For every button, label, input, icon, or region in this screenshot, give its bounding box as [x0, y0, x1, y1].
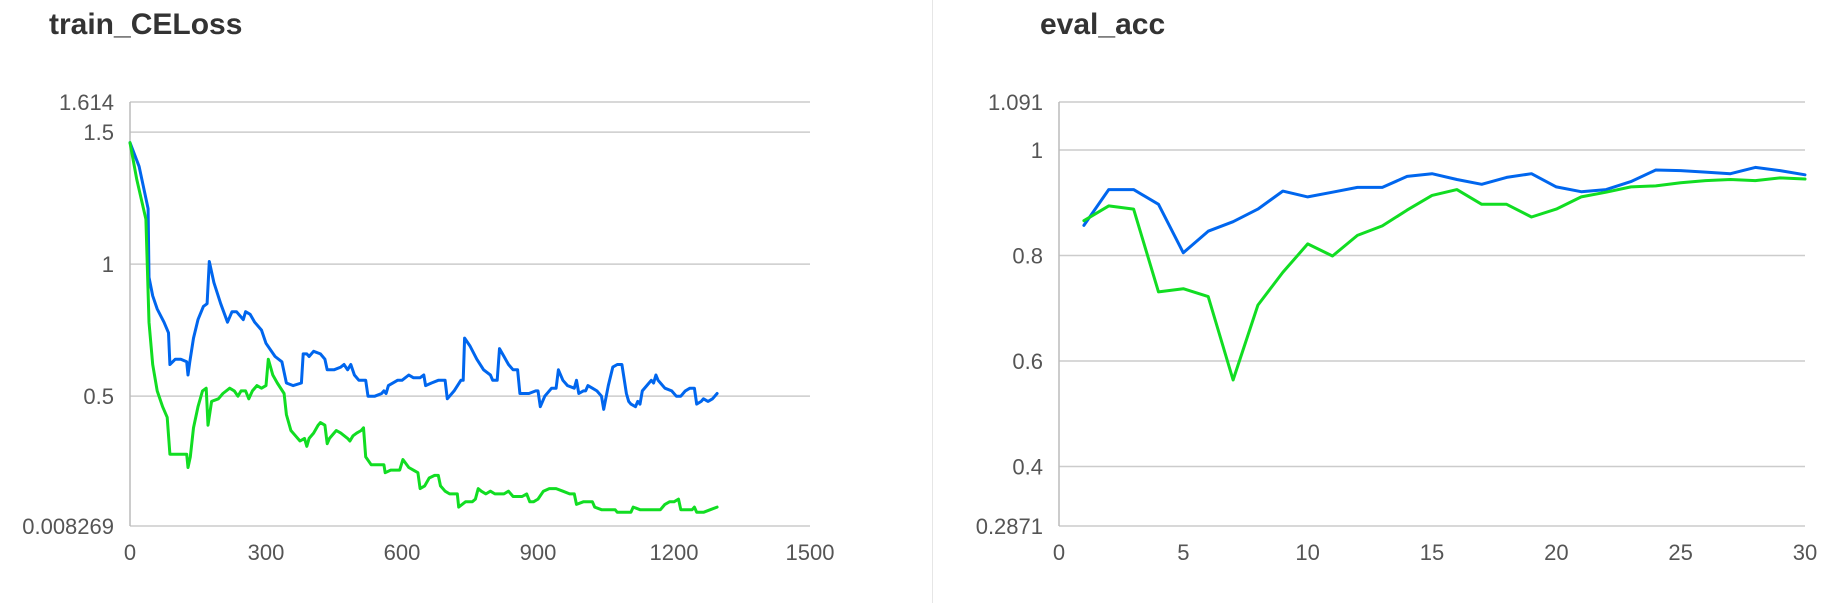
y-tick-label: 1.5	[83, 120, 114, 145]
x-tick-label: 20	[1544, 540, 1568, 565]
x-tick-label: 0	[124, 540, 136, 565]
y-tick-label: 0.8	[1012, 243, 1043, 268]
y-tick-label: 0.5	[83, 384, 114, 409]
eval-acc-panel: eval_acc 0.2871 0.4 0.6 0.8 1 1.091 0 5 10 15 20 25…	[933, 0, 1832, 603]
y-tick-label: 1.614	[59, 90, 114, 115]
x-tick-label: 600	[384, 540, 421, 565]
panel-divider	[932, 0, 933, 603]
y-tick-label: 0.008269	[22, 514, 114, 539]
y-tick-label: 0.6	[1012, 349, 1043, 374]
x-tick-label: 900	[520, 540, 557, 565]
eval-acc-chart: 0.2871 0.4 0.6 0.8 1 1.091 0 5 10 15 20 25 30	[976, 90, 1818, 565]
x-tick-label: 5	[1177, 540, 1189, 565]
y-tick-label: 1.091	[988, 90, 1043, 115]
y-tick-label: 0.4	[1012, 454, 1043, 479]
series-line-green	[128, 141, 719, 514]
chart-title: eval_acc	[1040, 8, 1166, 41]
chart-title: train_CELoss	[49, 8, 243, 41]
y-tick-label: 0.2871	[976, 514, 1043, 539]
series-line-blue	[1082, 165, 1807, 255]
x-tick-label: 1500	[786, 540, 835, 565]
x-tick-label: 10	[1295, 540, 1319, 565]
x-tick-label: 25	[1668, 540, 1692, 565]
x-tick-label: 0	[1053, 540, 1065, 565]
x-tick-label: 300	[248, 540, 285, 565]
y-tick-label: 1	[1031, 138, 1043, 163]
series-line-blue	[128, 141, 719, 411]
series-line-green	[1082, 176, 1807, 382]
train-celoss-chart: 0.008269 0.5 1 1.5 1.614 0 300 600 900 1200 1500	[22, 90, 835, 565]
x-tick-label: 1200	[650, 540, 699, 565]
x-tick-label: 15	[1420, 540, 1444, 565]
x-tick-label: 30	[1793, 540, 1817, 565]
train-celoss-panel: train_CELoss 0.008269 0.5 1 1.5 1.614 0 300 600…	[22, 8, 835, 565]
y-tick-label: 1	[102, 252, 114, 277]
